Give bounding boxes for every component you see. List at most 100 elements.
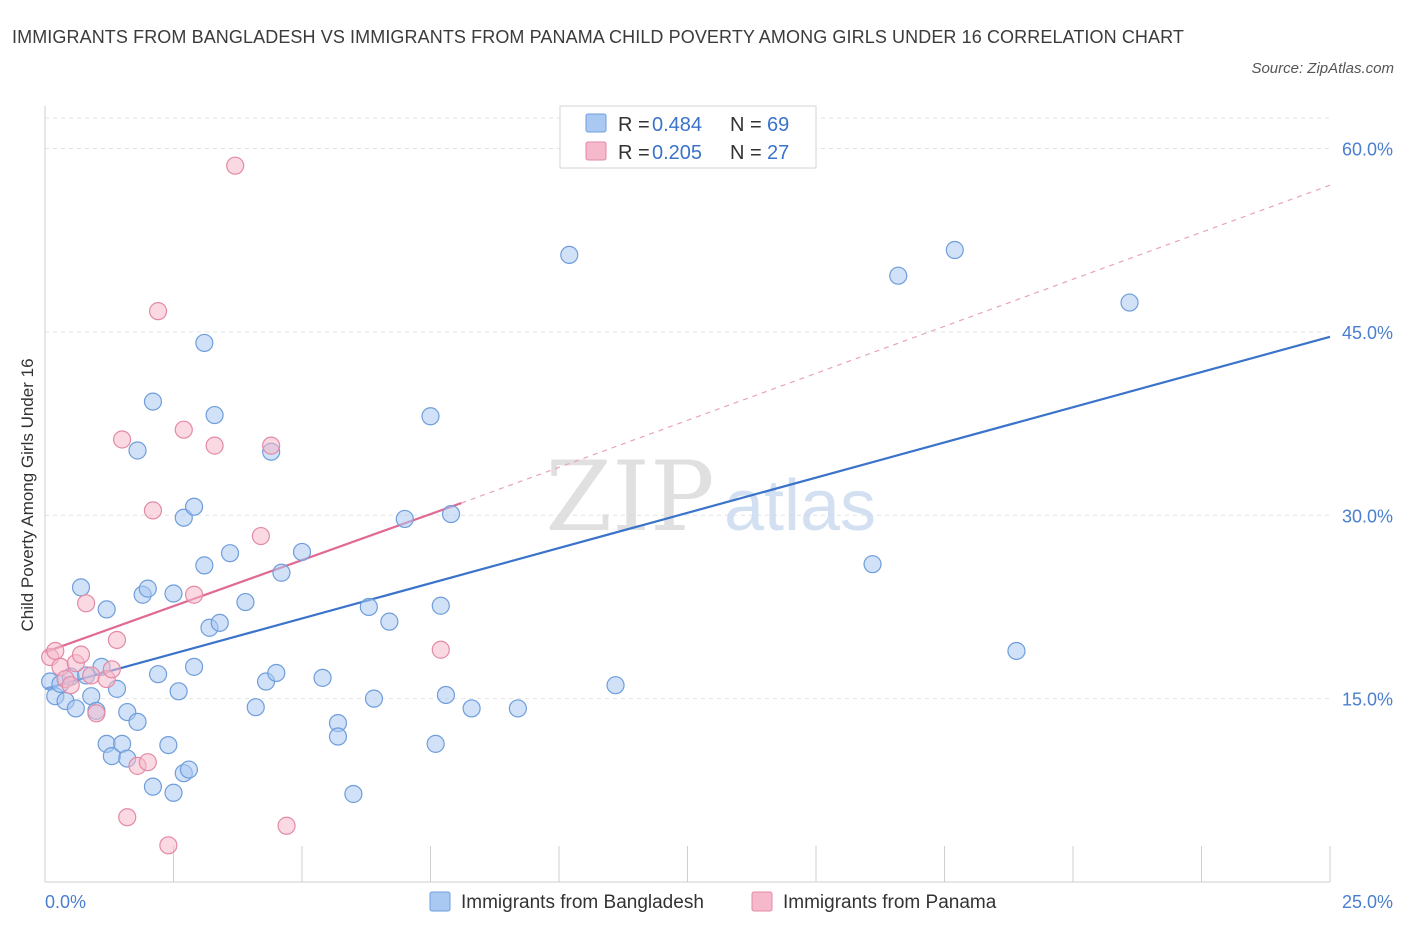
point-panama — [277, 816, 296, 835]
point-panama — [174, 420, 193, 439]
point-panama — [118, 808, 137, 827]
point-bangladesh — [313, 668, 332, 687]
point-bangladesh — [359, 597, 378, 617]
point-bangladesh — [426, 734, 445, 753]
point-bangladesh — [421, 407, 440, 426]
legend-r-value-2: 0.205 — [652, 142, 702, 164]
point-panama — [112, 430, 132, 449]
point-bangladesh — [364, 689, 384, 708]
tick-labels: 15.0% 30.0% 45.0% 60.0% 0.0% 25.0% — [45, 140, 1393, 912]
point-bangladesh — [128, 712, 147, 731]
y-axis-label: Child Poverty Among Girls Under 16 — [18, 358, 37, 631]
bottom-legend-label-bangladesh: Immigrants from Bangladesh — [461, 892, 704, 913]
point-bangladesh — [380, 612, 399, 631]
bottom-legend: Immigrants from Bangladesh Immigrants fr… — [429, 891, 997, 913]
point-panama — [143, 501, 163, 520]
watermark-zip: ZIP — [545, 441, 714, 553]
data-points — [41, 156, 1139, 855]
point-bangladesh — [210, 613, 229, 632]
point-bangladesh — [205, 405, 224, 425]
point-panama — [205, 436, 224, 455]
point-bangladesh — [246, 698, 265, 717]
bottom-legend-label-panama: Immigrants from Panama — [783, 892, 997, 913]
point-bangladesh — [195, 333, 214, 353]
axes — [44, 106, 1331, 883]
point-panama — [251, 526, 270, 546]
point-panama — [431, 640, 450, 659]
point-bangladesh — [138, 579, 157, 598]
chart-title: IMMIGRANTS FROM BANGLADESH VS IMMIGRANTS… — [12, 27, 1184, 47]
point-bangladesh — [1007, 641, 1026, 661]
point-bangladesh — [560, 245, 579, 265]
point-bangladesh — [66, 699, 85, 718]
point-panama — [61, 676, 80, 695]
point-bangladesh — [462, 699, 481, 718]
point-bangladesh — [431, 596, 450, 615]
point-bangladesh — [863, 555, 882, 574]
point-panama — [102, 660, 121, 679]
y-tick-label: 60.0% — [1342, 140, 1393, 160]
legend-swatch-bangladesh — [585, 113, 607, 133]
point-bangladesh — [195, 556, 214, 575]
point-bangladesh — [395, 509, 414, 529]
legend-r-label-2: R = — [618, 142, 650, 164]
point-panama — [87, 704, 106, 723]
trend-lines — [44, 184, 1331, 690]
point-panama — [262, 436, 281, 455]
point-bangladesh — [441, 504, 461, 524]
point-panama — [82, 666, 101, 685]
legend-swatch-panama — [585, 141, 607, 161]
point-bangladesh — [1120, 293, 1139, 312]
trend-line-panama-extension — [461, 184, 1331, 504]
point-bangladesh — [292, 542, 312, 562]
point-bangladesh — [179, 760, 199, 779]
point-bangladesh — [169, 682, 188, 701]
point-bangladesh — [220, 544, 240, 563]
legend-n-label-2: N = — [730, 142, 762, 164]
point-panama — [77, 594, 96, 613]
watermark: ZIP atlas — [545, 441, 876, 553]
point-bangladesh — [344, 784, 363, 804]
watermark-atlas: atlas — [724, 466, 876, 546]
point-bangladesh — [508, 699, 527, 718]
legend-n-label-1: N = — [730, 114, 762, 136]
point-bangladesh — [164, 584, 183, 603]
legend-box: R = 0.484 N = 69 R = 0.205 N = 27 — [559, 105, 817, 169]
trend-line-panama — [44, 502, 462, 654]
legend-n-value-1: 69 — [767, 114, 789, 136]
point-panama — [107, 630, 127, 650]
legend-r-label-1: R = — [618, 114, 650, 136]
point-bangladesh — [328, 727, 348, 746]
legend-r-value-1: 0.484 — [652, 114, 702, 136]
point-panama — [138, 753, 157, 772]
point-bangladesh — [236, 592, 255, 612]
trend-line-bangladesh — [44, 335, 1331, 690]
point-panama — [184, 585, 204, 604]
x-tick-label: 0.0% — [45, 892, 86, 912]
x-tick-label: 25.0% — [1342, 892, 1393, 912]
point-bangladesh — [889, 266, 908, 285]
grid-lines — [45, 117, 1330, 700]
point-bangladesh — [159, 735, 178, 755]
point-bangladesh — [184, 497, 204, 516]
chart-source: Source: ZipAtlas.com — [1251, 60, 1394, 77]
point-bangladesh — [945, 240, 964, 260]
y-tick-label: 45.0% — [1342, 323, 1393, 343]
legend-n-value-2: 27 — [767, 142, 789, 164]
point-bangladesh — [267, 663, 286, 683]
point-panama — [148, 302, 168, 321]
point-bangladesh — [128, 441, 147, 460]
point-bangladesh — [71, 578, 91, 597]
point-bangladesh — [164, 783, 183, 802]
point-bangladesh — [184, 657, 204, 676]
point-bangladesh — [606, 676, 625, 695]
bottom-legend-swatch-bangladesh — [429, 891, 451, 912]
y-tick-label: 30.0% — [1342, 506, 1393, 526]
point-panama — [46, 641, 65, 661]
point-panama — [159, 836, 178, 855]
point-bangladesh — [436, 685, 456, 705]
point-bangladesh — [143, 777, 163, 796]
point-bangladesh — [143, 392, 163, 411]
point-bangladesh — [97, 600, 116, 619]
